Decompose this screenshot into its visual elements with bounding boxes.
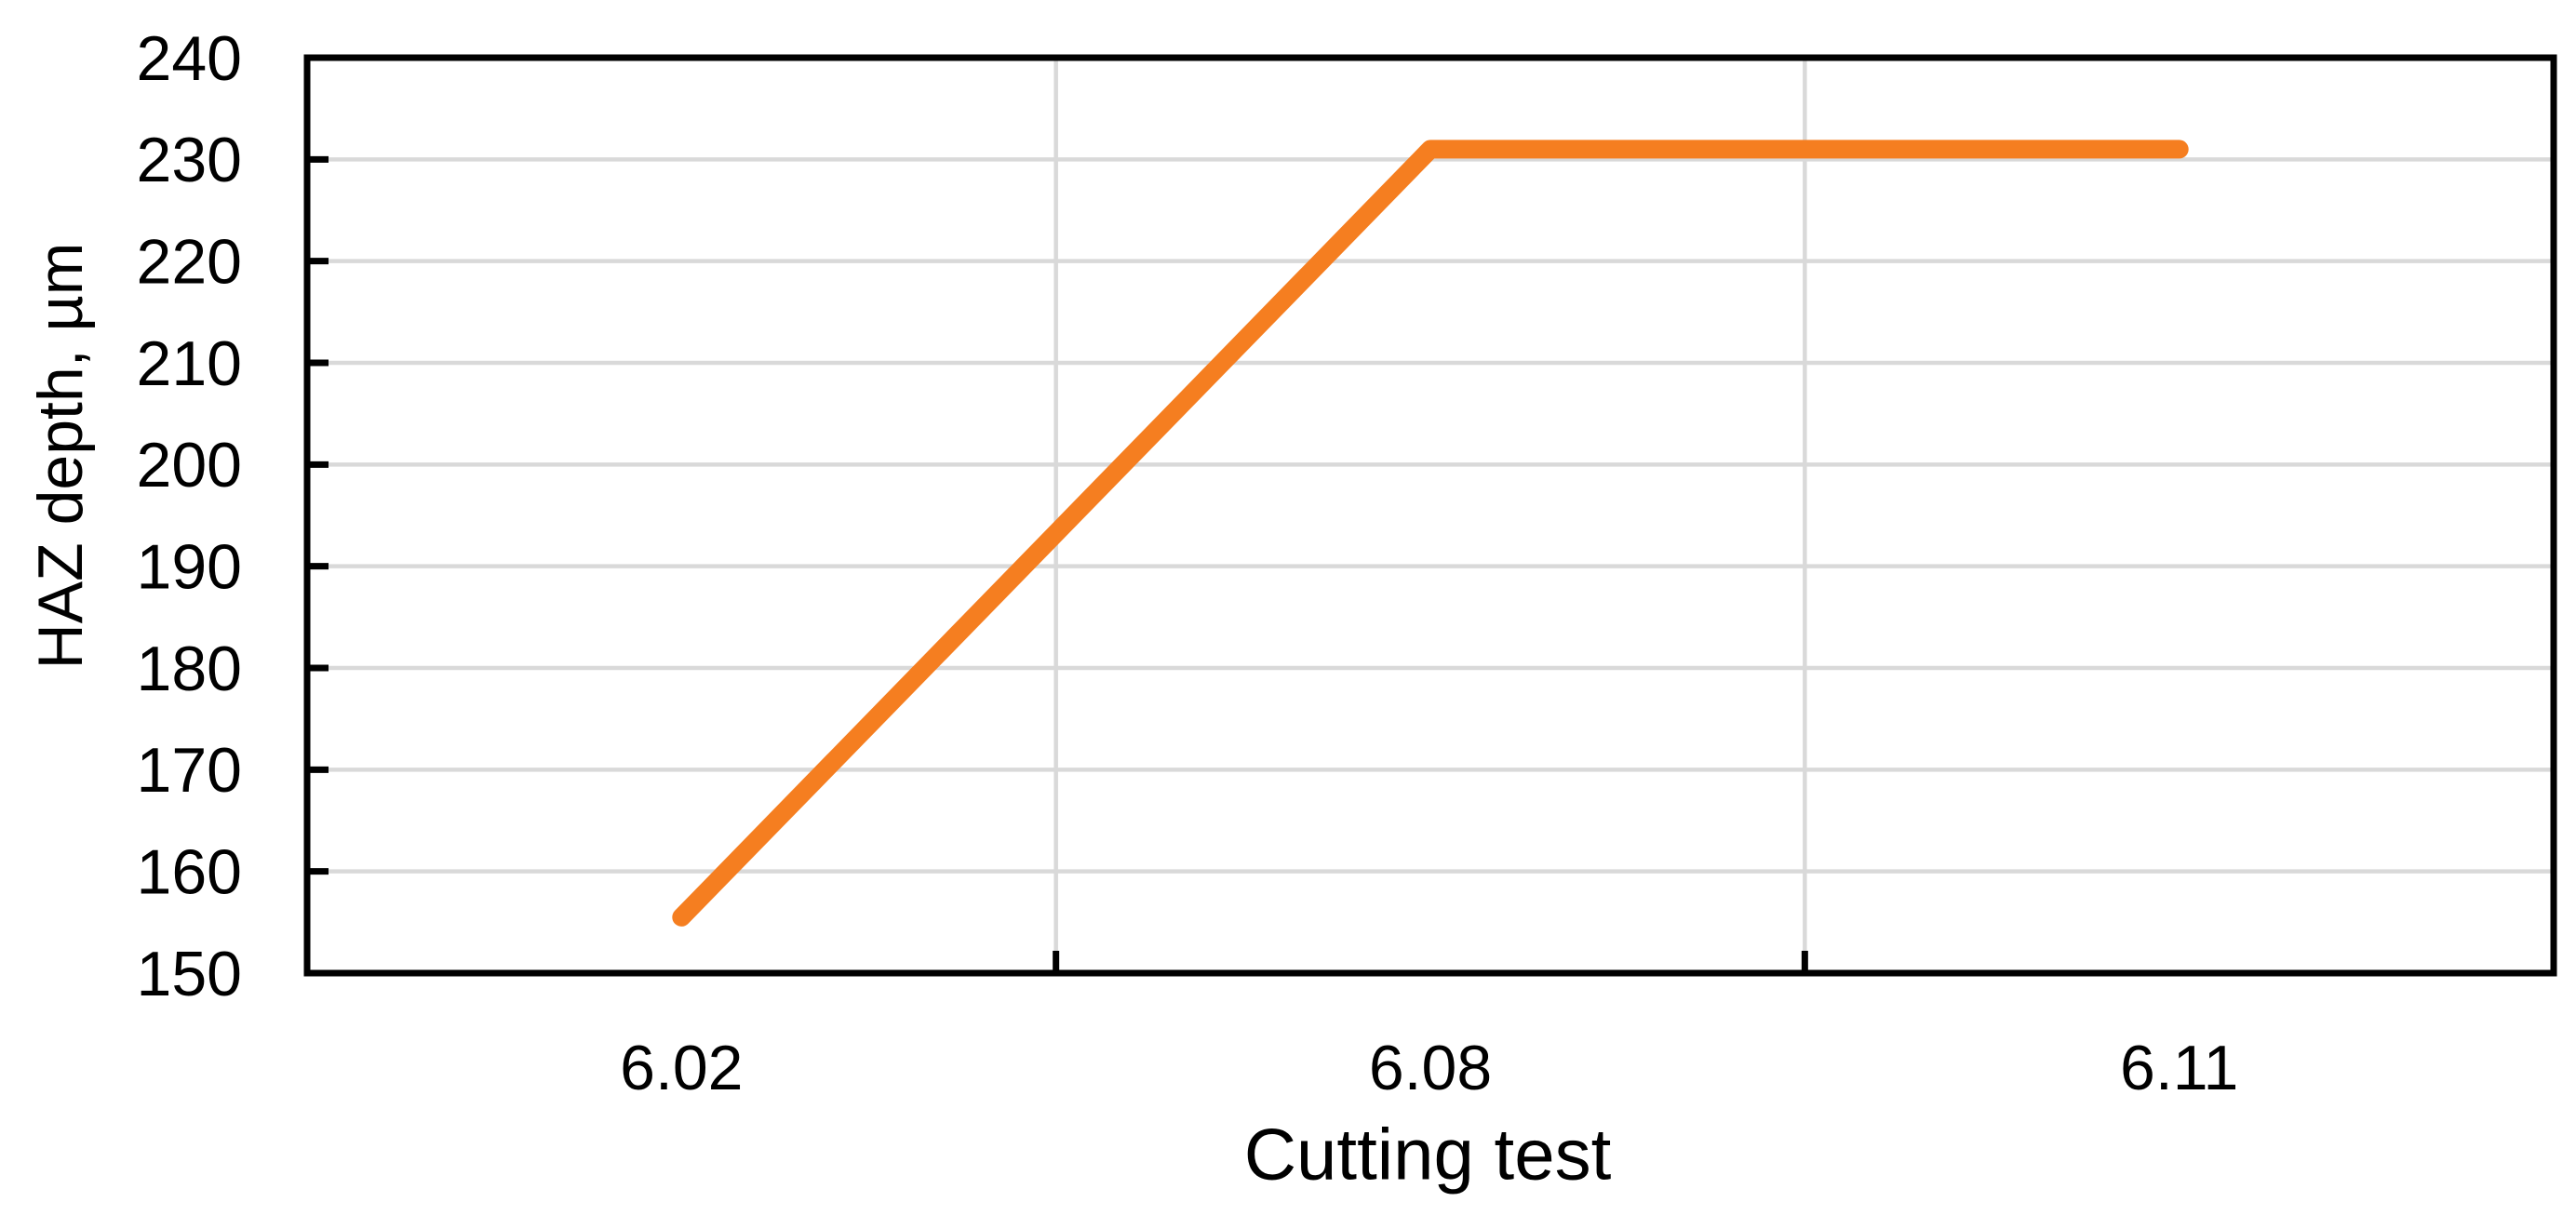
axis-layer [303,54,2557,977]
y-tick-label: 170 [137,735,242,806]
grid-layer [307,58,2554,973]
y-tick-label: 210 [137,328,242,399]
x-axis-title: Cutting test [1244,1113,1612,1195]
y-tick-label: 240 [137,23,242,94]
plot-border [303,54,2557,977]
y-tick-label: 200 [137,430,242,501]
x-tick-label: 6.02 [620,1033,743,1103]
y-tick-label: 150 [137,939,242,1009]
y-axis-title: HAZ depth, µm [25,243,96,670]
x-tick-label: 6.11 [2120,1033,2238,1103]
x-tick-label: 6.08 [1369,1033,1492,1103]
y-tick-label: 180 [137,634,242,704]
y-tick-label: 160 [137,836,242,907]
y-tick-label: 230 [137,125,242,195]
y-tick-label: 220 [137,226,242,297]
y-tick-label: 190 [137,531,242,602]
series-layer [672,140,2189,927]
x-tick-labels: 6.02 6.08 6.11 [620,1033,2238,1103]
data-line [672,140,2189,927]
y-tick-labels: 150 160 170 180 190 200 210 220 230 240 [137,23,242,1009]
